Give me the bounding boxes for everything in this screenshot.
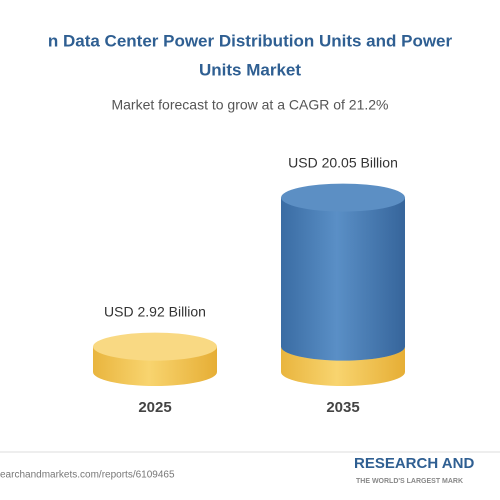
chart-title: n Data Center Power Distribution Units a… xyxy=(48,31,453,50)
value-label: USD 2.92 Billion xyxy=(104,303,206,319)
x-tick-label: 2035 xyxy=(326,399,359,416)
cylinder-body xyxy=(281,197,405,361)
chart-subtitle: Market forecast to grow at a CAGR of 21.… xyxy=(111,97,388,113)
logo: RESEARCH AND xyxy=(354,455,474,472)
cylinder-top xyxy=(281,183,405,212)
source: earchandmarkets.com/reports/6109465 xyxy=(0,470,175,481)
value-label: USD 20.05 Billion xyxy=(288,154,398,170)
logo-tagline: THE WORLD'S LARGEST MARK xyxy=(356,478,463,485)
chart-title: Units Market xyxy=(199,60,301,79)
cylinder-top xyxy=(93,332,217,361)
x-tick-label: 2025 xyxy=(138,399,171,416)
